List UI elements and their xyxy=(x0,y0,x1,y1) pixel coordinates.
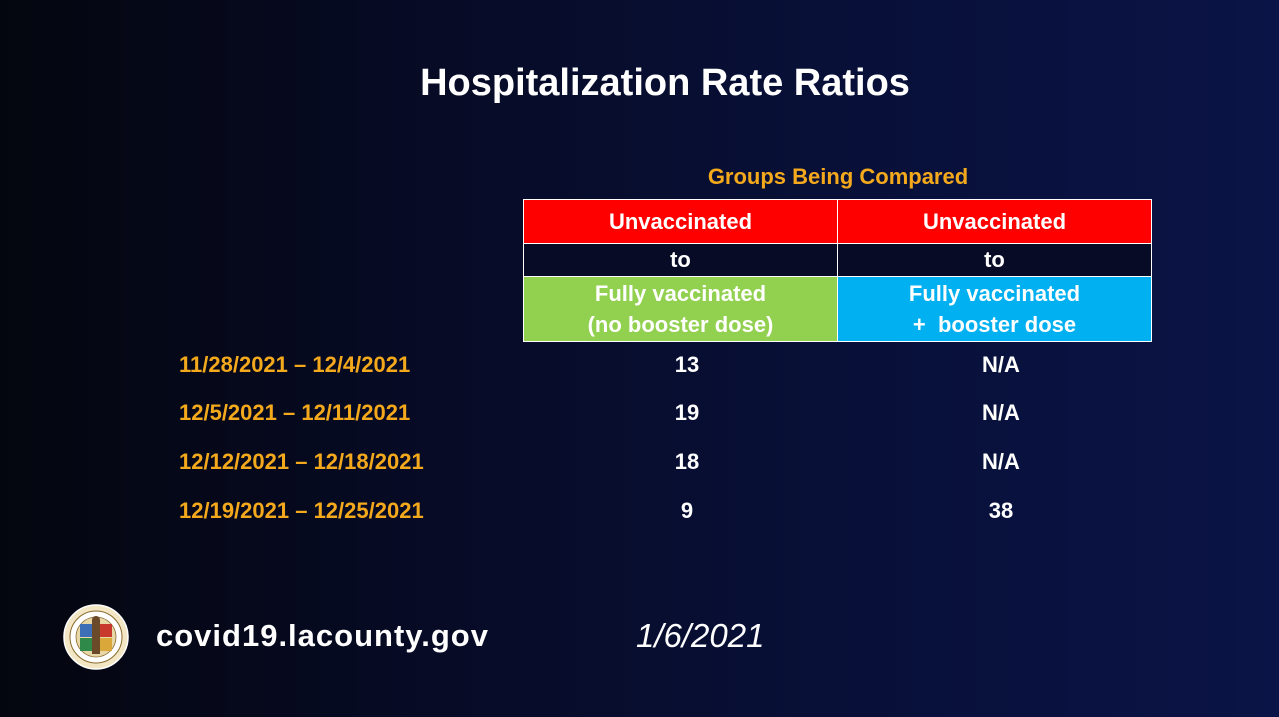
row-value-no-booster: 19 xyxy=(674,400,700,425)
col1-header-unvaccinated: Unvaccinated xyxy=(523,199,838,244)
row-value-booster: N/A xyxy=(982,400,1020,425)
row-date: 12/12/2021 – 12/18/2021 xyxy=(179,449,424,474)
row-value-no-booster: 18 xyxy=(674,449,700,474)
row-value-booster: N/A xyxy=(982,352,1020,377)
table-row: 12/19/2021 – 12/25/2021 9 38 xyxy=(0,498,1279,530)
col1-header-to: to xyxy=(523,243,838,277)
footer-website-link[interactable]: covid19.lacounty.gov xyxy=(156,618,489,653)
col1-header-line1: Fully vaccinated xyxy=(594,281,767,306)
groups-being-compared-label: Groups Being Compared xyxy=(707,164,969,189)
row-date: 12/5/2021 – 12/11/2021 xyxy=(179,400,411,425)
row-value-booster: N/A xyxy=(982,449,1020,474)
col1-header-line2: (no booster dose) xyxy=(587,312,774,337)
row-value-no-booster: 13 xyxy=(674,352,700,377)
table-row: 12/12/2021 – 12/18/2021 18 N/A xyxy=(0,449,1279,481)
row-value-booster: 38 xyxy=(988,498,1014,523)
footer-date: 1/6/2021 xyxy=(636,617,765,654)
col2-header-line1: Fully vaccinated xyxy=(908,281,1081,306)
col2-header-to: to xyxy=(837,243,1152,277)
row-date: 11/28/2021 – 12/4/2021 xyxy=(179,352,411,377)
comparison-header-table: Unvaccinated Unvaccinated to to Fully va… xyxy=(523,199,1152,342)
row-value-no-booster: 9 xyxy=(680,498,694,523)
table-row: 11/28/2021 – 12/4/2021 13 N/A xyxy=(0,352,1279,384)
col1-header-fully-vaccinated: Fully vaccinated (no booster dose) xyxy=(523,276,838,342)
col2-header-unvaccinated: Unvaccinated xyxy=(837,199,1152,244)
county-seal-icon xyxy=(63,604,129,670)
col2-header-fully-vaccinated-booster: Fully vaccinated + booster dose xyxy=(837,276,1152,342)
table-row: 12/5/2021 – 12/11/2021 19 N/A xyxy=(0,400,1279,432)
row-date: 12/19/2021 – 12/25/2021 xyxy=(179,498,424,523)
page-title: Hospitalization Rate Ratios xyxy=(420,62,910,104)
col2-header-line2: + booster dose xyxy=(912,312,1077,337)
